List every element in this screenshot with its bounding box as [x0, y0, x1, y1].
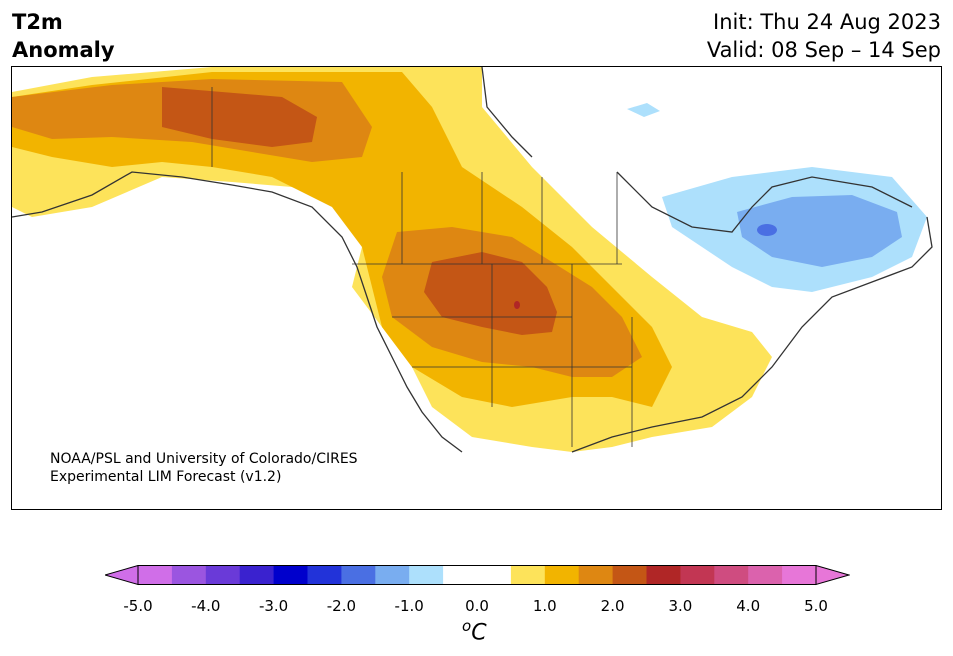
anomaly-region-darkblue: [757, 224, 777, 236]
anomaly-region-burnt-orange: [162, 87, 557, 335]
colorbar-cell: [307, 565, 342, 585]
colorbar-cell: [138, 565, 173, 585]
colorbar-tick-label: 1.0: [532, 597, 557, 615]
unit-label: C: [471, 620, 487, 646]
anomaly-region-lightblue: [627, 103, 927, 292]
colorbar-cell: [646, 565, 681, 585]
colorbar-cell: [171, 565, 207, 585]
title-line-2: Anomaly: [12, 38, 115, 62]
colorbar-tick-label: 4.0: [736, 597, 761, 615]
colorbar-tick-label: 3.0: [668, 597, 693, 615]
colorbar-cell: [578, 565, 614, 585]
init-date: Init: Thu 24 Aug 2023: [713, 10, 941, 34]
map-credit: NOAA/PSL and University of Colorado/CIRE…: [50, 450, 358, 486]
colorbar-cell: [239, 565, 275, 585]
colorbar-unit: oC: [462, 617, 487, 645]
anomaly-region-red: [514, 301, 520, 309]
map-title: T2m Anomaly: [12, 8, 115, 64]
anomaly-map: NOAA/PSL and University of Colorado/CIRE…: [11, 66, 942, 510]
colorbar-cell: [443, 565, 478, 585]
colorbar-cell: [510, 565, 546, 585]
colorbar-tick-label: -1.0: [394, 597, 424, 615]
colorbar-tick-label: 0.0: [465, 597, 489, 615]
colorbar-tick-label: 5.0: [804, 597, 828, 615]
colorbar-cell: [477, 565, 512, 585]
colorbar-cell: [273, 565, 308, 585]
colorbar-tick-label: -2.0: [326, 597, 357, 615]
colorbar-cell: [375, 565, 410, 585]
colorbar-tick-label: 2.0: [600, 597, 625, 615]
map-canvas: [12, 67, 933, 453]
colorbar-cell: [748, 565, 783, 585]
degree-symbol: o: [462, 617, 472, 635]
title-line-1: T2m: [12, 10, 63, 34]
colorbar-tick-label: -4.0: [191, 597, 221, 615]
colorbar-cells: [138, 565, 817, 585]
forecast-dates: Init: Thu 24 Aug 2023 Valid: 08 Sep – 14…: [707, 8, 941, 64]
colorbar-cell: [205, 565, 241, 585]
colorbar-extend-low: [105, 565, 139, 586]
valid-date: Valid: 08 Sep – 14 Sep: [706, 38, 941, 62]
colorbar-tick-label: -3.0: [258, 597, 289, 615]
colorbar-cell: [544, 565, 580, 585]
colorbar-cell: [612, 565, 647, 585]
colorbar-tick-label: -5.0: [123, 597, 153, 615]
colorbar-extend-high: [815, 565, 850, 586]
colorbar-cell: [409, 565, 444, 585]
political-borders: [211, 87, 633, 447]
colorbar: [105, 565, 850, 586]
colorbar-cell: [680, 565, 715, 585]
colorbar-outline: [137, 565, 817, 585]
credit-line-1: NOAA/PSL and University of Colorado/CIRE…: [50, 451, 358, 467]
anomaly-region-blue: [737, 195, 902, 267]
credit-line-2: Experimental LIM Forecast (v1.2): [50, 469, 282, 485]
colorbar-tick-labels: -5.0 -4.0 -3.0 -2.0 -1.0 0.0 1.0 2.0 3.0 4.0 5.0: [0, 597, 953, 617]
colorbar-cell: [714, 565, 749, 585]
coastlines: [12, 67, 933, 453]
colorbar-cell: [782, 565, 817, 585]
colorbar-cell: [341, 565, 376, 585]
